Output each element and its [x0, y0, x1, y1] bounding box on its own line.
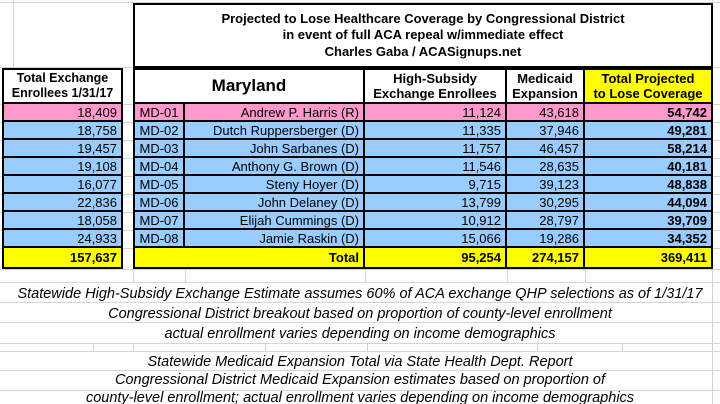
medicaid-header-line-1: Medicaid	[517, 70, 573, 86]
district-cell: MD-03	[135, 140, 185, 158]
left-enrollees-cell: 16,077	[4, 176, 121, 194]
table-title: Projected to Lose Healthcare Coverage by…	[133, 3, 713, 68]
left-table-header: Total Exchange Enrollees 1/31/17	[4, 70, 121, 104]
medicaid-expansion-cell: 30,295	[507, 194, 585, 212]
exchange-column-header: High-Subsidy Exchange Enrollees	[365, 70, 507, 104]
representative-cell: Anthony G. Brown (D)	[185, 158, 365, 176]
footnote-line: Congressional District breakout based on…	[108, 306, 612, 322]
district-cell: MD-05	[135, 176, 185, 194]
representative-cell: John Sarbanes (D)	[185, 140, 365, 158]
representative-cell: Andrew P. Harris (R)	[185, 104, 365, 122]
total-header-line-2: to Lose Coverage	[593, 86, 703, 101]
total-to-lose-cell: 58,214	[585, 140, 711, 158]
district-cell: MD-04	[135, 158, 185, 176]
left-total-cell: 157,637	[4, 248, 121, 267]
exchange-enrollees-cell: 11,335	[365, 122, 507, 140]
total-to-lose-cell: 49,281	[585, 122, 711, 140]
medicaid-expansion-cell: 37,946	[507, 122, 585, 140]
exchange-enrollees-cell: 11,757	[365, 140, 507, 158]
total-row-exchange: 95,254	[365, 248, 507, 267]
total-to-lose-cell: 48,838	[585, 176, 711, 194]
district-cell: MD-08	[135, 230, 185, 248]
title-line-2: in event of full ACA repeal w/immediate …	[282, 27, 564, 43]
exchange-header-line-1: High-Subsidy	[393, 70, 477, 86]
representative-cell: John Delaney (D)	[185, 194, 365, 212]
title-line-1: Projected to Lose Healthcare Coverage by…	[221, 10, 625, 26]
footnote-line: actual enrollment varies depending on in…	[164, 326, 556, 342]
exchange-enrollees-cell: 11,124	[365, 104, 507, 122]
medicaid-header-line-2: Expansion	[512, 86, 578, 101]
representative-cell: Jamie Raskin (D)	[185, 230, 365, 248]
exchange-enrollees-cell: 10,912	[365, 212, 507, 230]
footnote-line: county-level enrollment; actual enrollme…	[85, 390, 635, 404]
left-enrollees-cell: 18,058	[4, 212, 121, 230]
total-to-lose-cell: 39,709	[585, 212, 711, 230]
total-row-medicaid: 274,157	[507, 248, 585, 267]
medicaid-expansion-cell: 46,457	[507, 140, 585, 158]
medicaid-expansion-cell: 19,286	[507, 230, 585, 248]
total-row-label: Total	[135, 248, 365, 267]
medicaid-footnote: Statewide Medicaid Expansion Total via S…	[0, 353, 720, 404]
district-cell: MD-01	[135, 104, 185, 122]
left-header-line-2: Enrollees 1/31/17	[11, 86, 114, 100]
total-exchange-enrollees-table: Total Exchange Enrollees 1/31/17 18,409 1…	[2, 68, 123, 269]
title-line-3: Charles Gaba / ACASignups.net	[324, 43, 522, 59]
exchange-footnote: Statewide High-Subsidy Exchange Estimate…	[0, 284, 720, 344]
district-cell: MD-06	[135, 194, 185, 212]
exchange-enrollees-cell: 9,715	[365, 176, 507, 194]
left-enrollees-cell: 22,836	[4, 194, 121, 212]
representative-cell: Elijah Cummings (D)	[185, 212, 365, 230]
medicaid-expansion-cell: 28,635	[507, 158, 585, 176]
left-enrollees-cell: 19,108	[4, 158, 121, 176]
representative-cell: Steny Hoyer (D)	[185, 176, 365, 194]
exchange-enrollees-cell: 15,066	[365, 230, 507, 248]
medicaid-expansion-cell: 39,123	[507, 176, 585, 194]
total-row-total: 369,411	[585, 248, 711, 267]
congressional-district-table: Maryland High-Subsidy Exchange Enrollees…	[133, 68, 713, 269]
exchange-enrollees-cell: 13,799	[365, 194, 507, 212]
left-enrollees-cell: 18,409	[4, 104, 121, 122]
total-to-lose-cell: 34,352	[585, 230, 711, 248]
medicaid-expansion-cell: 28,797	[507, 212, 585, 230]
total-to-lose-cell: 40,181	[585, 158, 711, 176]
total-header-line-1: Total Projected	[601, 70, 695, 86]
left-header-line-1: Total Exchange	[16, 71, 109, 85]
medicaid-expansion-cell: 43,618	[507, 104, 585, 122]
footnote-line: Statewide Medicaid Expansion Total via S…	[147, 354, 573, 370]
exchange-enrollees-cell: 11,546	[365, 158, 507, 176]
left-enrollees-cell: 24,933	[4, 230, 121, 248]
state-header-cell: Maryland	[135, 70, 365, 104]
district-cell: MD-02	[135, 122, 185, 140]
representative-cell: Dutch Ruppersberger (D)	[185, 122, 365, 140]
footnote-line: Congressional District Medicaid Expansio…	[114, 372, 606, 388]
left-enrollees-cell: 18,758	[4, 122, 121, 140]
left-enrollees-cell: 19,457	[4, 140, 121, 158]
total-column-header: Total Projected to Lose Coverage	[585, 70, 711, 104]
footnote-line: Statewide High-Subsidy Exchange Estimate…	[17, 286, 703, 302]
district-cell: MD-07	[135, 212, 185, 230]
total-to-lose-cell: 54,742	[585, 104, 711, 122]
medicaid-column-header: Medicaid Expansion	[507, 70, 585, 104]
exchange-header-line-2: Exchange Enrollees	[373, 86, 497, 101]
total-to-lose-cell: 44,094	[585, 194, 711, 212]
